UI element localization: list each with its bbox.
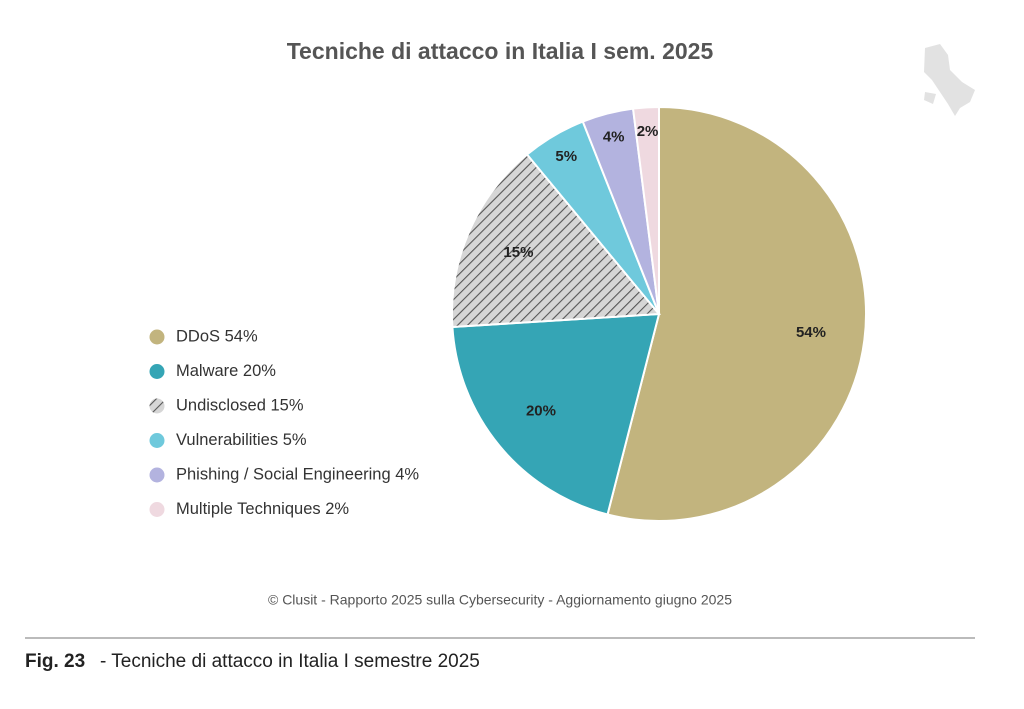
legend-label: Malware 20%: [176, 362, 276, 380]
source-note: © Clusit - Rapporto 2025 sulla Cybersecu…: [268, 592, 732, 608]
value-label: 15%: [503, 244, 533, 261]
value-label: 5%: [555, 148, 577, 165]
pie-slice: [451, 312, 661, 516]
pie-slice: [451, 153, 662, 329]
italy-icon: [924, 44, 975, 116]
value-label: 2%: [637, 123, 659, 140]
legend-marker: [149, 398, 165, 414]
value-label: 20%: [526, 403, 556, 420]
legend-marker: [149, 502, 165, 517]
legend-label: Undisclosed 15%: [176, 396, 304, 414]
figure-caption: - Tecniche di attacco in Italia I semest…: [100, 651, 480, 672]
legend-label: DDoS 54%: [176, 327, 258, 345]
legend-marker: [149, 329, 165, 345]
chart-title: Tecniche di attacco in Italia I sem. 202…: [287, 38, 714, 64]
pie-slice: [631, 105, 660, 315]
value-label: 54%: [796, 324, 826, 341]
pie-slice: [606, 105, 867, 522]
legend-label: Multiple Techniques 2%: [176, 500, 349, 518]
legend-label: Phishing / Social Engineering 4%: [176, 465, 419, 483]
legend-marker: [149, 467, 165, 483]
figure-label: Fig. 23: [25, 651, 85, 672]
legend-marker: [149, 433, 165, 448]
legend-marker: [149, 364, 165, 379]
legend-label: Vulnerabilities 5%: [176, 431, 307, 449]
value-label: 4%: [603, 129, 625, 146]
